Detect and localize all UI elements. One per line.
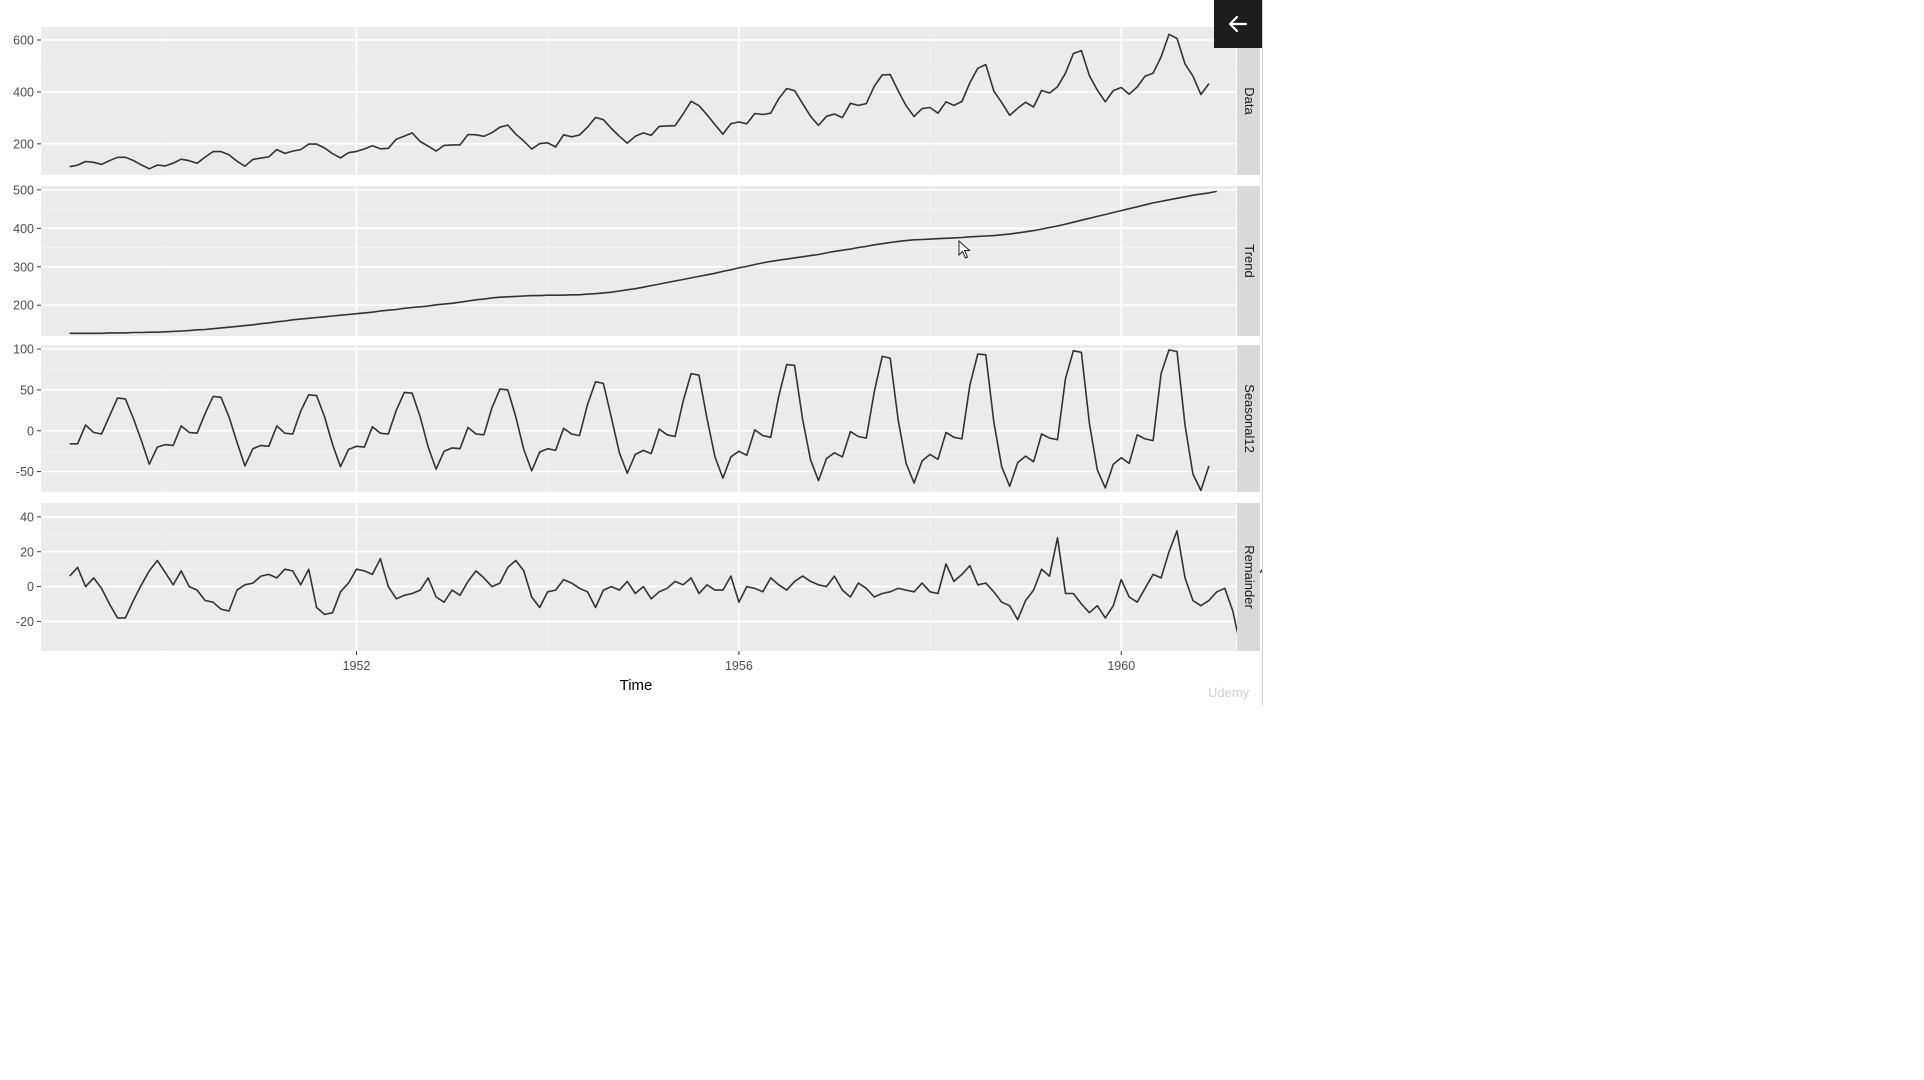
y-tick-label: 0 — [27, 424, 34, 438]
panel-background — [41, 27, 1236, 175]
back-button[interactable] — [1214, 0, 1262, 48]
y-tick-label: 300 — [13, 260, 34, 274]
facet-strip — [1237, 345, 1260, 492]
video-viewer: 200 400 600 Data 200 300 400 500 Trend -50 0 50 100 S… — [0, 0, 1263, 705]
y-tick-label: 200 — [13, 137, 34, 151]
y-tick-label: 40 — [20, 510, 34, 524]
panels-layer: 200400600Data200300400500Trend-50050100S… — [13, 27, 1263, 673]
y-tick-label: 0 — [27, 580, 34, 594]
y-tick-label: 500 — [13, 183, 34, 197]
panel-background — [41, 503, 1236, 651]
y-tick-label: -50 — [16, 465, 34, 479]
facet-strip-label: Trend — [1242, 244, 1257, 277]
mouse-pointer-icon — [958, 240, 971, 259]
y-tick-label: 100 — [13, 343, 34, 357]
x-tick-label: 1956 — [725, 659, 753, 673]
series-line-data — [69, 33, 1210, 170]
y-tick-label: 50 — [20, 383, 34, 397]
x-tick-label: 1960 — [1107, 659, 1135, 673]
series-line-seasonal12 — [69, 349, 1210, 492]
y-tick-label: -20 — [16, 615, 34, 629]
facet-strip-label: Remainder — [1242, 545, 1257, 609]
series-line-remainder — [69, 530, 1263, 649]
x-axis: 1952 1956 1960 — [343, 651, 1135, 673]
facet-strip — [1237, 186, 1260, 336]
panel-background — [41, 345, 1236, 492]
panel-trend: 200 300 400 500 Trend — [13, 183, 1260, 336]
panel-data: 200 400 600 Data — [13, 27, 1260, 175]
facet-strip — [1237, 503, 1260, 651]
panel-seasonal12: -50 0 50 100 Seasonal12 — [13, 343, 1260, 492]
arrow-left-icon — [1228, 15, 1248, 33]
y-tick-label: 400 — [13, 222, 34, 236]
panel-background — [41, 186, 1236, 336]
series-line-trend — [69, 190, 1217, 335]
x-axis-title: Time — [620, 677, 653, 694]
y-tick-label: 20 — [20, 545, 34, 559]
y-tick-label: 600 — [13, 33, 34, 47]
scrollbar-track[interactable] — [1262, 0, 1263, 705]
facet-strip-label: Data — [1242, 87, 1257, 115]
udemy-watermark: Udemy — [1208, 685, 1250, 700]
y-tick-label: 400 — [13, 85, 34, 99]
x-tick-label: 1952 — [343, 659, 371, 673]
facet-strip — [1237, 27, 1260, 175]
panel-remainder: -20 0 20 40 Remainder — [16, 503, 1263, 651]
decomposition-chart: 200400600Data200300400500Trend-50050100S… — [13, 27, 1263, 694]
y-tick-label: 200 — [13, 299, 34, 313]
facet-strip-label: Seasonal12 — [1242, 384, 1257, 453]
